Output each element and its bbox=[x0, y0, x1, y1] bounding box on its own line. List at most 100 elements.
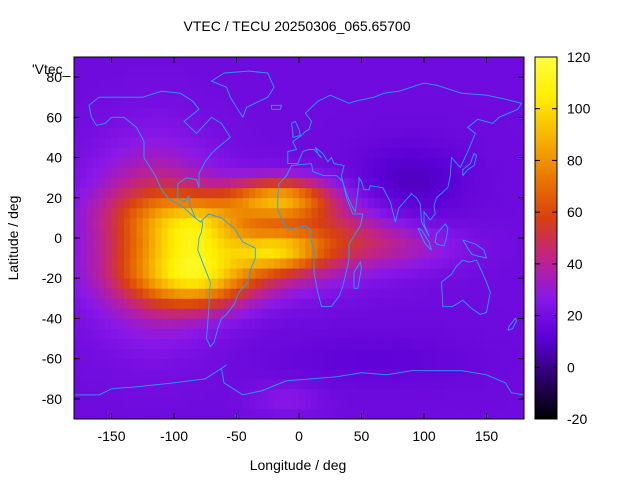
heatmap-cell bbox=[274, 117, 281, 128]
heatmap-cell bbox=[336, 187, 344, 199]
heatmap-cell bbox=[505, 167, 512, 179]
heatmap-cell bbox=[130, 268, 137, 279]
heatmap-cell bbox=[430, 288, 437, 299]
heatmap-cell bbox=[292, 268, 300, 279]
heatmap-cell bbox=[492, 57, 500, 68]
heatmap-cell bbox=[117, 77, 125, 88]
heatmap-cell bbox=[74, 87, 81, 98]
heatmap-cell bbox=[274, 227, 281, 239]
heatmap-cell bbox=[392, 167, 400, 179]
heatmap-cell bbox=[411, 127, 419, 138]
heatmap-cell bbox=[224, 388, 231, 400]
heatmap-cell bbox=[517, 227, 525, 239]
heatmap-cell bbox=[136, 308, 144, 319]
heatmap-cell bbox=[255, 248, 262, 259]
heatmap-cell bbox=[105, 97, 112, 108]
heatmap-cell bbox=[317, 147, 325, 158]
heatmap-cell bbox=[136, 177, 144, 189]
heatmap-cell bbox=[92, 338, 100, 350]
heatmap-cell bbox=[486, 67, 494, 78]
heatmap-cell bbox=[261, 87, 269, 98]
heatmap-cell bbox=[105, 348, 112, 360]
heatmap-cell bbox=[224, 117, 231, 128]
heatmap-cell bbox=[311, 398, 319, 410]
heatmap-cell bbox=[336, 147, 344, 158]
heatmap-cell bbox=[267, 97, 275, 108]
heatmap-cell bbox=[424, 147, 431, 158]
heatmap-cell bbox=[117, 187, 125, 199]
heatmap-cell bbox=[511, 288, 519, 299]
heatmap-cell bbox=[461, 268, 469, 279]
heatmap-cell bbox=[274, 217, 281, 229]
x-tick-label: -50 bbox=[226, 428, 246, 444]
heatmap-cell bbox=[424, 378, 431, 390]
heatmap-cell bbox=[167, 258, 175, 269]
heatmap-cell bbox=[236, 187, 244, 199]
heatmap-cell bbox=[174, 127, 181, 138]
heatmap-cell bbox=[111, 107, 119, 118]
heatmap-cell bbox=[486, 187, 494, 199]
heatmap-cell bbox=[292, 288, 300, 299]
heatmap-cell bbox=[305, 398, 312, 410]
heatmap-cell bbox=[361, 318, 369, 329]
heatmap-cell bbox=[74, 167, 81, 179]
heatmap-cell bbox=[492, 217, 500, 229]
heatmap-cell bbox=[205, 157, 212, 169]
heatmap-cell bbox=[386, 298, 394, 309]
heatmap-cell bbox=[217, 358, 225, 370]
heatmap-cell bbox=[286, 378, 294, 390]
heatmap-cell bbox=[174, 278, 181, 289]
heatmap-cell bbox=[136, 117, 144, 128]
heatmap-cell bbox=[130, 207, 137, 219]
heatmap-cell bbox=[230, 217, 237, 229]
coastline-sumatra bbox=[417, 227, 432, 251]
heatmap-cell bbox=[80, 167, 87, 179]
heatmap-cell bbox=[411, 248, 419, 259]
heatmap-cell bbox=[486, 348, 494, 360]
heatmap-cell bbox=[217, 328, 225, 339]
heatmap-cell bbox=[86, 117, 94, 128]
heatmap-cell bbox=[167, 288, 175, 299]
heatmap-cell bbox=[86, 308, 94, 319]
heatmap-cell bbox=[292, 177, 300, 189]
heatmap-cell bbox=[442, 97, 450, 108]
heatmap-cell bbox=[186, 408, 194, 420]
heatmap-cell bbox=[205, 268, 212, 279]
heatmap-cell bbox=[161, 348, 169, 360]
heatmap-cell bbox=[330, 147, 337, 158]
heatmap-cell bbox=[367, 238, 375, 249]
heatmap-cell bbox=[249, 137, 256, 148]
heatmap-cell bbox=[336, 177, 344, 189]
heatmap-cell bbox=[511, 328, 519, 339]
heatmap-cell bbox=[255, 358, 262, 370]
heatmap-cell bbox=[142, 147, 150, 158]
heatmap-cell bbox=[130, 408, 137, 420]
heatmap-cell bbox=[167, 187, 175, 199]
heatmap-cell bbox=[261, 338, 269, 350]
heatmap-cell bbox=[74, 238, 81, 249]
heatmap-cell bbox=[467, 278, 475, 289]
heatmap-cell bbox=[486, 378, 494, 390]
heatmap-cell bbox=[149, 127, 156, 138]
heatmap-cell bbox=[80, 308, 87, 319]
heatmap-cell bbox=[255, 187, 262, 199]
colorbar-tick-label: 40 bbox=[567, 256, 583, 272]
heatmap-cell bbox=[105, 378, 112, 390]
heatmap-cell bbox=[430, 298, 437, 309]
heatmap-cell bbox=[280, 288, 287, 299]
heatmap-cell bbox=[136, 278, 144, 289]
heatmap-cell bbox=[199, 388, 206, 400]
heatmap-cell bbox=[211, 177, 219, 189]
heatmap-cell bbox=[142, 57, 150, 68]
heatmap-cell bbox=[449, 288, 456, 299]
heatmap-cell bbox=[80, 278, 87, 289]
heatmap-cell bbox=[380, 157, 387, 169]
heatmap-cell bbox=[261, 67, 269, 78]
heatmap-cell bbox=[317, 137, 325, 148]
heatmap-cell bbox=[80, 378, 87, 390]
heatmap-cell bbox=[342, 348, 350, 360]
heatmap-cell bbox=[449, 127, 456, 138]
heatmap-cell bbox=[324, 107, 331, 118]
heatmap-cell bbox=[392, 288, 400, 299]
heatmap-cell bbox=[430, 348, 437, 360]
